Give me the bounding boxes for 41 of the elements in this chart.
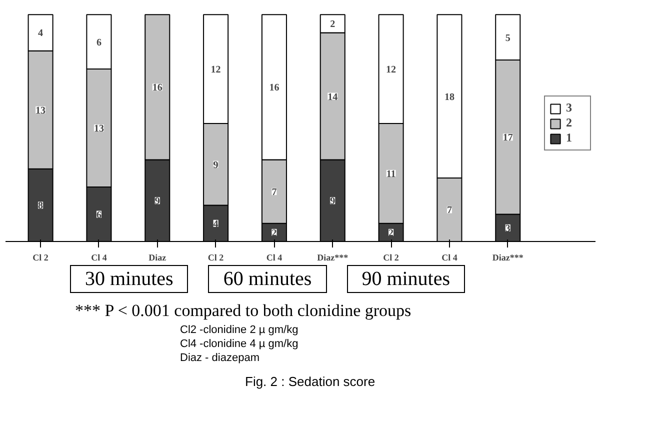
legend-label: 1 <box>566 130 573 146</box>
text: 30 minutes <box>85 267 174 292</box>
legend-label: 3 <box>566 100 573 116</box>
text: 90 minutes <box>362 267 450 292</box>
data-label: 6 <box>96 37 102 48</box>
data-label: 7 <box>446 205 452 216</box>
data-label: 5 <box>505 32 510 44</box>
x-tick-label: Cl 4 <box>91 252 108 262</box>
x-tick-label: Cl 4 <box>266 252 283 262</box>
x-tick-label: Cl 2 <box>208 252 224 262</box>
x-tick-label: Diaz <box>148 252 166 262</box>
data-label: 2 <box>388 228 394 239</box>
x-tick-label: Diaz*** <box>317 252 349 262</box>
data-label: 13 <box>36 105 46 116</box>
data-label: 2 <box>272 228 277 239</box>
x-tick-label: Cl 4 <box>442 252 458 262</box>
text: Fig. 2 : Sedation score <box>245 373 376 392</box>
data-label: 14 <box>328 92 338 103</box>
data-label: 17 <box>502 132 513 144</box>
x-tick-label: Cl 2 <box>32 252 49 262</box>
x-tick-label: Cl 2 <box>383 252 400 262</box>
data-label: 4 <box>38 28 44 40</box>
text: Cl4 -clonidine 4 µ gm/kg <box>180 338 298 350</box>
data-label: 3 <box>505 223 510 234</box>
text: *** P < 0.001 compared to both clonidine groups <box>75 300 412 322</box>
x-tick-label: Diaz*** <box>492 252 524 262</box>
legend-label: 2 <box>566 116 573 130</box>
data-label: 16 <box>269 82 280 94</box>
data-label: 12 <box>386 64 396 76</box>
data-label: 7 <box>272 187 277 198</box>
data-label: 12 <box>210 64 221 76</box>
text: Diaz - diazepam <box>180 352 260 364</box>
text: Cl2 -clonidine 2 µ gm/kg <box>180 324 298 336</box>
data-label: 9 <box>213 160 218 171</box>
data-label: 18 <box>444 92 454 103</box>
text: 60 minutes <box>223 267 312 292</box>
data-label: 6 <box>96 210 102 221</box>
data-label: 13 <box>94 124 104 135</box>
data-label: 2 <box>330 19 336 30</box>
data-label: 11 <box>386 168 396 180</box>
data-label: 16 <box>152 82 162 94</box>
